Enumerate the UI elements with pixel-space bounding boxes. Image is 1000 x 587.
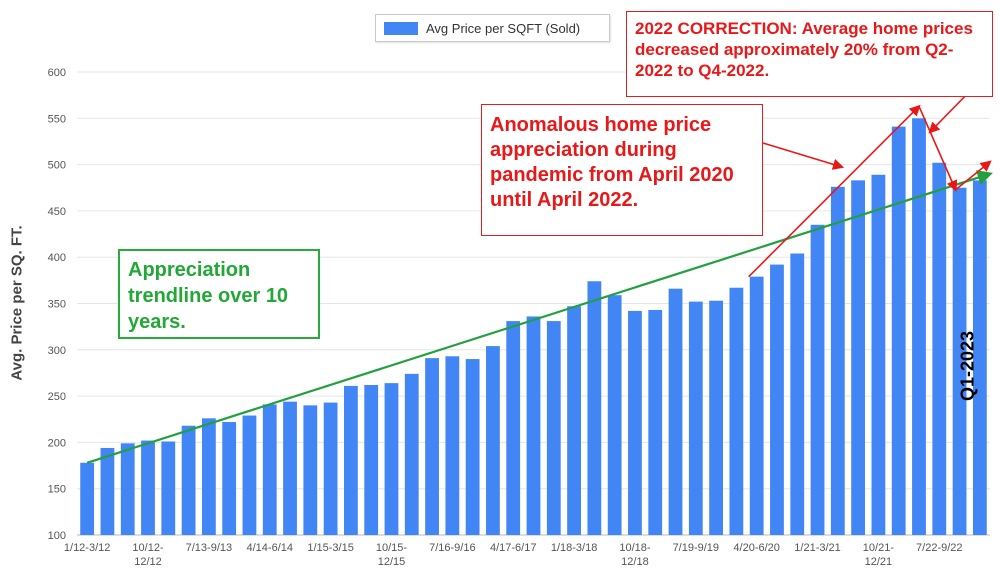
bar — [344, 385, 358, 535]
x-tick-label-line2: 12/12 — [134, 556, 162, 568]
bar — [181, 425, 196, 535]
pandemic-rise-arrow — [748, 104, 921, 278]
y-tick-label: 550 — [48, 113, 66, 125]
y-tick-label: 600 — [48, 67, 66, 79]
bar — [262, 404, 277, 535]
bar — [607, 295, 622, 535]
bar — [404, 373, 419, 535]
bar — [201, 418, 216, 535]
bar — [688, 301, 703, 535]
bar — [222, 422, 237, 535]
bar — [770, 264, 784, 535]
legend-label: Avg Price per SQFT (Sold) — [426, 20, 581, 36]
bar — [425, 358, 439, 535]
bar — [242, 415, 257, 535]
bar — [648, 309, 663, 535]
correction-decline-arrow — [918, 105, 958, 192]
bar — [790, 253, 805, 535]
x-tick-label: 7/19-9/19 — [673, 542, 719, 554]
bar — [749, 276, 764, 535]
bar — [891, 126, 906, 535]
x-tick-label: 10/12- — [132, 542, 164, 554]
x-tick-label: 1/12-3/12 — [64, 542, 110, 554]
bar — [486, 346, 500, 535]
y-tick-label: 450 — [48, 206, 66, 218]
x-tick-label: 1/15-3/15 — [307, 542, 353, 554]
x-tick-label: 4/20-6/20 — [733, 542, 779, 554]
bar — [972, 180, 987, 536]
x-tick-label: 4/17-6/17 — [490, 542, 536, 554]
x-tick-label: 7/22-9/22 — [916, 542, 962, 554]
legend: Avg Price per SQFT (Sold) — [375, 14, 610, 42]
y-tick-label: 100 — [48, 530, 66, 542]
continuation-arrow — [955, 160, 992, 191]
x-tick-label: 10/21- — [863, 542, 895, 554]
x-tick-label-line2: 12/15 — [378, 556, 406, 568]
bar — [384, 383, 399, 535]
anomalous-pointer-arrow — [762, 142, 845, 170]
y-axis-label: Avg. Price per SQ. FT. — [8, 225, 26, 381]
bar — [526, 316, 541, 535]
bar — [567, 306, 581, 535]
bar — [303, 405, 318, 535]
bar — [932, 162, 947, 536]
bar — [729, 287, 744, 535]
x-tick-label-line2: 12/21 — [865, 556, 893, 568]
bar — [830, 186, 845, 535]
legend-swatch — [384, 21, 418, 35]
bar — [810, 224, 825, 536]
y-tick-label: 150 — [48, 484, 66, 496]
bar — [668, 288, 683, 535]
q1-2023-label: Q1-2023 — [957, 330, 978, 402]
bar — [912, 118, 926, 536]
y-tick-label: 300 — [48, 345, 66, 357]
y-tick-labels: 100 150 200 250 300 350 400 450 500 550 600 — [48, 67, 66, 542]
x-tick-label: 7/13-9/13 — [186, 542, 232, 554]
trendline-annotation: Appreciation trendline over 10 years. — [118, 249, 320, 339]
bar — [445, 356, 460, 535]
x-tick-label: 1/18-3/18 — [551, 542, 597, 554]
bar — [283, 401, 297, 535]
bar — [709, 300, 723, 535]
y-tick-label: 350 — [48, 299, 66, 311]
bar — [628, 310, 642, 535]
correction-annotation: 2022 CORRECTION: Average home prices dec… — [626, 11, 993, 97]
bar — [161, 441, 176, 535]
bar — [323, 402, 338, 535]
bar — [80, 462, 95, 535]
bar — [120, 443, 135, 535]
anomalous-annotation: Anomalous home price appreciation during… — [481, 104, 763, 236]
x-tick-label: 7/16-9/16 — [429, 542, 475, 554]
bar — [851, 180, 866, 536]
bar — [546, 321, 561, 535]
x-tick-labels: 1/12-3/12 10/12- 12/12 7/13-9/13 4/14-6/14 1/… — [64, 542, 963, 568]
y-tick-label: 250 — [48, 391, 66, 403]
x-tick-label: 4/14-6/14 — [247, 542, 293, 554]
x-tick-label: 1/21-3/21 — [794, 542, 840, 554]
bars — [80, 118, 987, 536]
bar — [100, 447, 115, 535]
x-tick-label-line2: 12/18 — [621, 556, 649, 568]
bar — [364, 384, 379, 535]
bar — [952, 187, 967, 535]
x-tick-label: 10/18- — [619, 542, 651, 554]
trendline — [86, 170, 993, 464]
bar — [587, 281, 602, 535]
bar — [871, 174, 886, 535]
bar — [506, 321, 521, 535]
y-tick-label: 200 — [48, 437, 66, 449]
y-tick-label: 400 — [48, 252, 66, 264]
bar — [141, 440, 155, 535]
bar — [465, 359, 480, 535]
x-tick-label: 10/15- — [376, 542, 408, 554]
y-tick-label: 500 — [48, 160, 66, 172]
